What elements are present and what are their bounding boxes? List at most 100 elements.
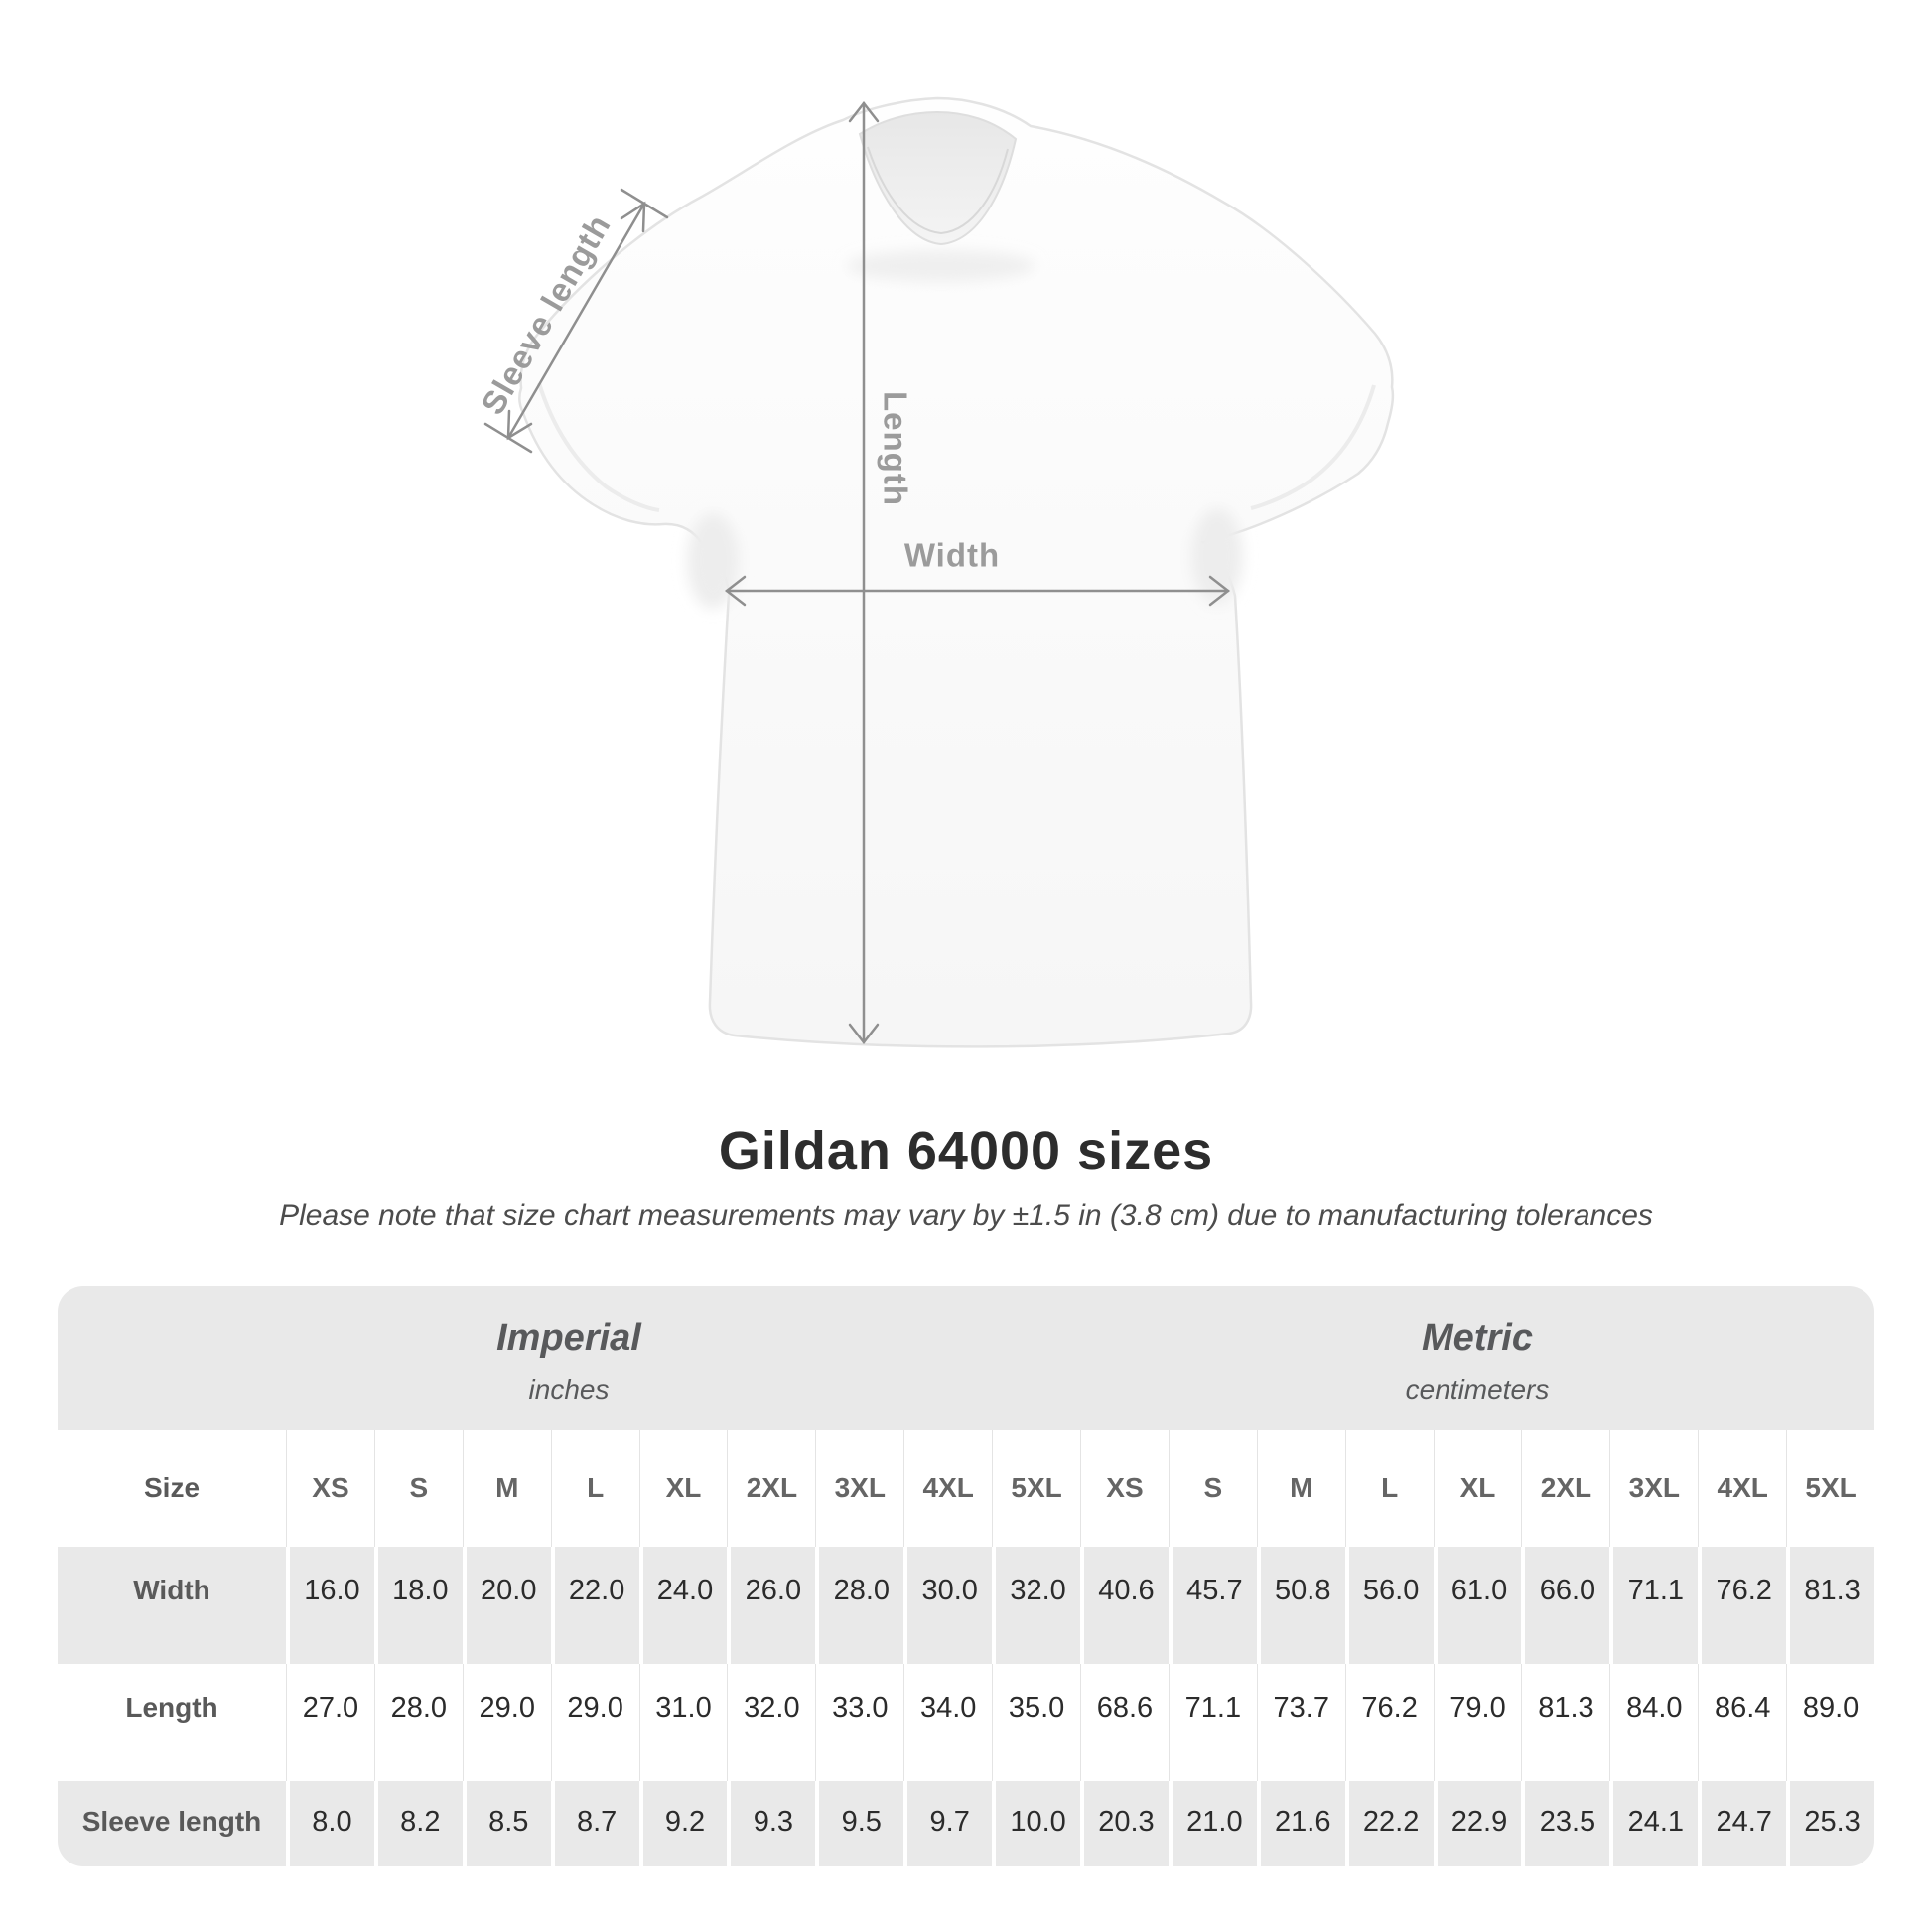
data-cell: 40.6 <box>1080 1547 1169 1664</box>
row-label-sleeve-length: Sleeve length <box>81 1806 262 1837</box>
length-row: Length 27.0 28.0 29.0 29.0 31.0 32.0 33.… <box>58 1664 1874 1781</box>
metric-band: Metric centimeters <box>1080 1286 1874 1430</box>
data-cell: 35.0 <box>992 1664 1080 1781</box>
data-cell: 21.0 <box>1168 1781 1257 1866</box>
left-sleeve-hem-seam <box>537 382 660 512</box>
collar-band-seam <box>867 146 1009 235</box>
data-cell: 25.3 <box>1786 1781 1874 1866</box>
data-cell: 73.7 <box>1256 1664 1345 1781</box>
collar-shadow <box>847 250 1035 282</box>
data-cell: 89.0 <box>1786 1664 1874 1781</box>
size-col-header: XL <box>638 1430 728 1547</box>
data-cell: 68.6 <box>1080 1664 1169 1781</box>
size-col-header: XL <box>1433 1430 1522 1547</box>
size-col-header: 4XL <box>903 1430 992 1547</box>
data-cell: 31.0 <box>638 1664 728 1781</box>
data-cell: 32.0 <box>992 1547 1080 1664</box>
size-col-header: XS <box>286 1430 374 1547</box>
size-column-header: Size <box>143 1472 201 1503</box>
data-cell: 9.7 <box>903 1781 992 1866</box>
size-col-header: 3XL <box>1609 1430 1698 1547</box>
data-cell: 9.2 <box>638 1781 728 1866</box>
data-cell: 32.0 <box>727 1664 815 1781</box>
right-sleeve-hem-seam <box>1250 384 1376 510</box>
size-table: Imperial inches Metric centimeters Size … <box>58 1286 1874 1866</box>
data-cell: 50.8 <box>1256 1547 1345 1664</box>
data-cell: 18.0 <box>373 1547 463 1664</box>
width-arrow <box>724 575 1231 607</box>
tshirt-measurement-diagram: Sleeve length Length Width <box>474 96 1395 1048</box>
row-label-width: Width <box>133 1575 210 1605</box>
data-cell: 76.2 <box>1344 1664 1434 1781</box>
unit-band: Imperial inches Metric centimeters <box>58 1286 1874 1430</box>
data-cell: 8.5 <box>462 1781 551 1866</box>
size-col-header: L <box>550 1430 639 1547</box>
data-cell: 24.7 <box>1698 1781 1786 1866</box>
data-cell: 8.2 <box>373 1781 463 1866</box>
data-cell: 21.6 <box>1256 1781 1345 1866</box>
collar-opening <box>858 110 1018 246</box>
size-col-header: S <box>1168 1430 1257 1547</box>
data-cell: 45.7 <box>1168 1547 1257 1664</box>
data-cell: 27.0 <box>286 1664 374 1781</box>
length-label: Length <box>877 391 913 506</box>
data-cell: 29.0 <box>550 1664 639 1781</box>
data-cell: 71.1 <box>1168 1664 1257 1781</box>
tshirt-graphic <box>518 96 1395 1048</box>
data-cell: 33.0 <box>815 1664 903 1781</box>
size-col-header: 5XL <box>992 1430 1080 1547</box>
data-cell: 61.0 <box>1433 1547 1522 1664</box>
data-cell: 79.0 <box>1433 1664 1522 1781</box>
tolerance-note: Please note that size chart measurements… <box>279 1199 1653 1232</box>
width-row: Width 16.0 18.0 20.0 22.0 24.0 26.0 28.0… <box>58 1547 1874 1664</box>
data-cell: 20.0 <box>462 1547 551 1664</box>
size-col-header: L <box>1344 1430 1434 1547</box>
sleeve-length-row: Sleeve length 8.0 8.2 8.5 8.7 9.2 9.3 9.… <box>58 1781 1874 1866</box>
imperial-band: Imperial inches <box>58 1286 1080 1430</box>
data-cell: 86.4 <box>1698 1664 1786 1781</box>
data-cell: 28.0 <box>815 1547 903 1664</box>
row-label-length: Length <box>125 1692 218 1723</box>
data-cell: 81.3 <box>1521 1664 1609 1781</box>
data-cell: 81.3 <box>1786 1547 1874 1664</box>
data-cell: 8.7 <box>550 1781 639 1866</box>
data-cell: 9.3 <box>727 1781 815 1866</box>
size-col-header: M <box>462 1430 551 1547</box>
data-cell: 28.0 <box>373 1664 463 1781</box>
size-col-header: 4XL <box>1698 1430 1786 1547</box>
sleeve-length-arrow <box>483 188 669 454</box>
size-col-header: 3XL <box>815 1430 903 1547</box>
size-col-header: M <box>1256 1430 1345 1547</box>
size-col-header: XS <box>1080 1430 1169 1547</box>
data-cell: 71.1 <box>1609 1547 1698 1664</box>
data-cell: 10.0 <box>992 1781 1080 1866</box>
data-cell: 30.0 <box>903 1547 992 1664</box>
data-cell: 56.0 <box>1344 1547 1434 1664</box>
size-header-row: Size XS S M L XL 2XL 3XL 4XL 5XL XS S M … <box>58 1430 1874 1547</box>
imperial-label: Imperial <box>496 1317 641 1359</box>
data-cell: 20.3 <box>1080 1781 1169 1866</box>
length-arrow <box>848 100 880 1045</box>
data-cell: 66.0 <box>1521 1547 1609 1664</box>
width-label: Width <box>904 537 1000 574</box>
data-cell: 24.0 <box>638 1547 728 1664</box>
data-cell: 34.0 <box>903 1664 992 1781</box>
metric-label: Metric <box>1422 1317 1533 1359</box>
data-cell: 22.0 <box>550 1547 639 1664</box>
data-cell: 8.0 <box>286 1781 374 1866</box>
data-cell: 9.5 <box>815 1781 903 1866</box>
data-cell: 26.0 <box>727 1547 815 1664</box>
size-col-header: S <box>373 1430 463 1547</box>
data-cell: 23.5 <box>1521 1781 1609 1866</box>
data-cell: 22.2 <box>1344 1781 1434 1866</box>
size-col-header: 2XL <box>727 1430 815 1547</box>
size-col-header: 2XL <box>1521 1430 1609 1547</box>
data-cell: 24.1 <box>1609 1781 1698 1866</box>
page-title: Gildan 64000 sizes <box>718 1121 1214 1180</box>
size-col-header: 5XL <box>1786 1430 1874 1547</box>
data-cell: 84.0 <box>1609 1664 1698 1781</box>
data-cell: 29.0 <box>462 1664 551 1781</box>
data-cell: 76.2 <box>1698 1547 1786 1664</box>
imperial-unit: inches <box>528 1374 610 1405</box>
